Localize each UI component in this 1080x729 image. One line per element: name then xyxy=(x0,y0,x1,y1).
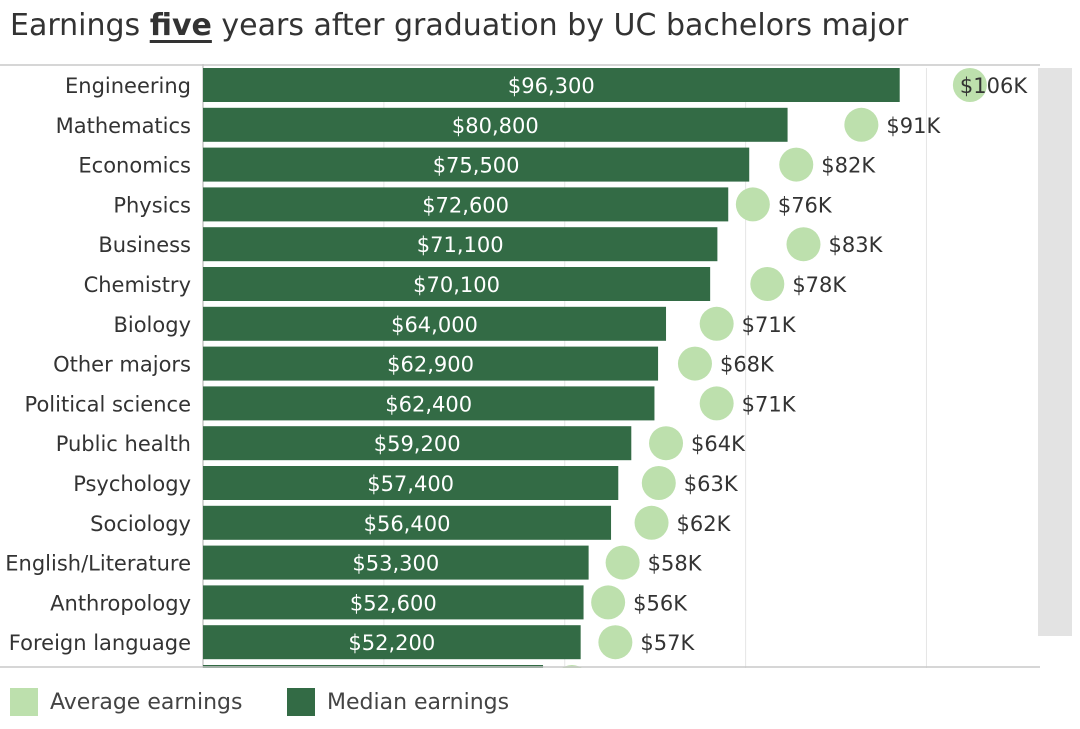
legend-swatch-median xyxy=(287,688,315,716)
median-bar-political-science xyxy=(203,386,655,421)
title-after: years after graduation by UC bachelors m… xyxy=(211,8,909,43)
average-dot-chemistry xyxy=(750,267,785,301)
average-dot-business xyxy=(786,227,821,262)
average-dot-sociology xyxy=(634,505,669,540)
median-bar-english-literature xyxy=(203,545,589,580)
category-label-foreign-language: Foreign language xyxy=(9,631,191,655)
median-label-psychology: $57,400 xyxy=(367,472,454,496)
median-label-economics: $75,500 xyxy=(433,154,520,178)
title-emphasis: five xyxy=(149,8,212,43)
category-label-other-majors: Other majors xyxy=(53,353,191,377)
median-label-other-majors: $62,900 xyxy=(387,353,474,377)
median-bar-chemistry xyxy=(203,267,711,301)
median-bar-biology xyxy=(203,306,667,341)
median-bar-anthropology xyxy=(203,585,584,620)
median-label-public-health: $59,200 xyxy=(374,432,461,456)
average-label-economics: $82K xyxy=(821,154,876,178)
average-label-english-literature: $58K xyxy=(648,552,703,576)
average-label-business: $83K xyxy=(828,233,883,257)
median-label-biology: $64,000 xyxy=(391,313,478,337)
median-label-anthropology: $52,600 xyxy=(350,591,437,615)
legend-swatch-average xyxy=(10,688,38,716)
average-label-engineering: $106K xyxy=(960,74,1028,98)
category-label-chemistry: Chemistry xyxy=(84,273,191,297)
average-label-biology: $71K xyxy=(742,313,797,337)
title-before: Earnings xyxy=(10,8,150,43)
median-bar-foreign-language xyxy=(203,625,581,660)
category-label-mathematics: Mathematics xyxy=(56,114,191,138)
median-label-foreign-language: $52,200 xyxy=(348,631,435,655)
average-dot-other-majors xyxy=(677,346,712,381)
average-dot-public-health xyxy=(649,426,684,461)
category-label-public-health: Public health xyxy=(56,432,191,456)
average-dot-political-science xyxy=(699,386,734,421)
average-label-psychology: $63K xyxy=(684,472,739,496)
average-label-sociology: $62K xyxy=(677,512,732,536)
average-label-physics: $76K xyxy=(778,193,833,217)
median-bar-other-majors xyxy=(203,346,659,381)
median-bar-sociology xyxy=(203,505,612,540)
median-bar-psychology xyxy=(203,466,619,500)
average-dot-english-literature xyxy=(605,545,640,580)
median-bar-economics xyxy=(203,147,750,182)
median-label-engineering: $96,300 xyxy=(508,74,595,98)
median-bar-mathematics xyxy=(203,107,788,142)
median-label-business: $71,100 xyxy=(417,233,504,257)
category-label-biology: Biology xyxy=(113,313,191,337)
average-label-foreign-language: $57K xyxy=(640,631,695,655)
average-dot-anthropology xyxy=(591,585,626,620)
bar-chart: Engineering $96,300 $106K Mathematics $80,80… xyxy=(0,64,1080,668)
category-label-physics: Physics xyxy=(113,193,191,217)
category-label-sociology: Sociology xyxy=(90,512,191,536)
average-label-political-science: $71K xyxy=(742,392,797,416)
median-label-sociology: $56,400 xyxy=(364,512,451,536)
average-label-anthropology: $56K xyxy=(633,591,688,615)
average-label-other-majors: $68K xyxy=(720,353,775,377)
average-dot-foreign-language xyxy=(598,625,633,660)
legend-item-average: Average earnings xyxy=(10,688,242,716)
average-dot-psychology xyxy=(641,466,676,500)
average-dot-physics xyxy=(735,187,770,222)
average-dot-biology xyxy=(699,306,734,341)
median-bar-engineering xyxy=(203,68,900,102)
category-label-economics: Economics xyxy=(78,154,191,178)
median-label-physics: $72,600 xyxy=(422,193,509,217)
average-dot-economics xyxy=(779,147,814,182)
vertical-scrollbar[interactable] xyxy=(1038,68,1072,636)
legend-label-average: Average earnings xyxy=(50,689,243,715)
median-label-political-science: $62,400 xyxy=(385,392,472,416)
average-label-mathematics: $91K xyxy=(886,114,941,138)
legend-item-median: Median earnings xyxy=(287,688,509,716)
category-label-english-literature: English/Literature xyxy=(5,552,191,576)
average-label-chemistry: $78K xyxy=(792,273,847,297)
average-label-public-health: $64K xyxy=(691,432,746,456)
average-dot-engineering xyxy=(952,68,987,102)
category-label-business: Business xyxy=(98,233,191,257)
median-bar-public-health xyxy=(203,426,632,461)
chart-title: Earnings five years after graduation by … xyxy=(10,8,908,43)
median-bar-physics xyxy=(203,187,729,222)
category-label-political-science: Political science xyxy=(25,392,191,416)
median-bar-business xyxy=(203,227,718,262)
category-label-engineering: Engineering xyxy=(65,74,191,98)
median-label-chemistry: $70,100 xyxy=(413,273,500,297)
chart-svg: Engineering $96,300 $106K Mathematics $80,80… xyxy=(0,64,1040,668)
average-dot-mathematics xyxy=(844,107,879,142)
category-label-anthropology: Anthropology xyxy=(50,591,191,615)
median-label-mathematics: $80,800 xyxy=(452,114,539,138)
legend-label-median: Median earnings xyxy=(327,689,510,715)
median-label-english-literature: $53,300 xyxy=(352,552,439,576)
category-label-psychology: Psychology xyxy=(73,472,191,496)
